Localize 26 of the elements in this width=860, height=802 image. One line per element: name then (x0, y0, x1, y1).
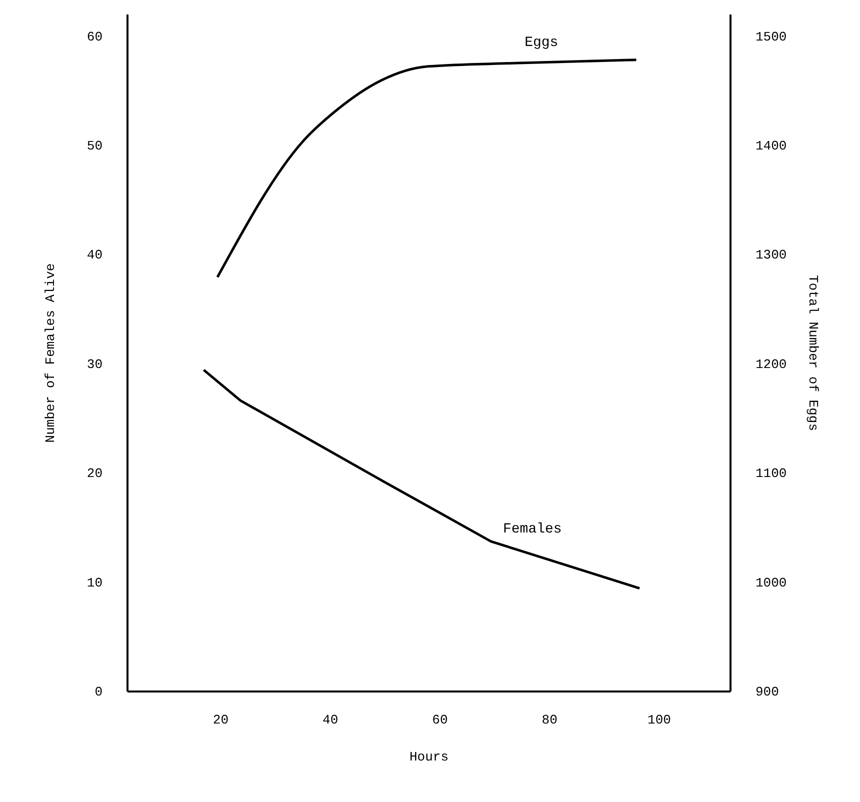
y-tick-label: 0 (94, 684, 102, 700)
y-tick-label: 40 (86, 248, 102, 263)
series-label: Eggs (524, 35, 558, 52)
line-series (202, 368, 641, 590)
y2-tick-label: 1400 (756, 138, 787, 154)
x-tick-label: 80 (542, 712, 558, 728)
line-series (216, 58, 638, 278)
x-tick-label: 20 (212, 712, 228, 728)
y2-tick-label: 1500 (756, 29, 787, 44)
y-tick-label: 10 (86, 575, 102, 590)
y2-tick-label: 1100 (756, 466, 787, 482)
y2-tick-label: 1000 (756, 575, 787, 590)
y2-tick-label: 1200 (756, 356, 787, 372)
y2-tick-label: 900 (756, 684, 779, 700)
x-tick-label: 40 (322, 712, 338, 728)
series-label: Females (502, 521, 562, 538)
x-tick-label: 100 (648, 712, 671, 728)
y-axis-title: Number of Females Alive (42, 263, 58, 443)
x-axis-title: Hours (409, 750, 449, 764)
x-tick-label: 60 (432, 712, 448, 728)
y-tick-label: 50 (86, 138, 102, 154)
y2-tick-label: 1300 (756, 248, 787, 263)
y-tick-label: 60 (86, 29, 102, 44)
y2-axis-title: Total Number of Eggs (806, 274, 821, 432)
y-tick-label: 20 (86, 466, 102, 482)
y-tick-label: 30 (86, 356, 102, 372)
